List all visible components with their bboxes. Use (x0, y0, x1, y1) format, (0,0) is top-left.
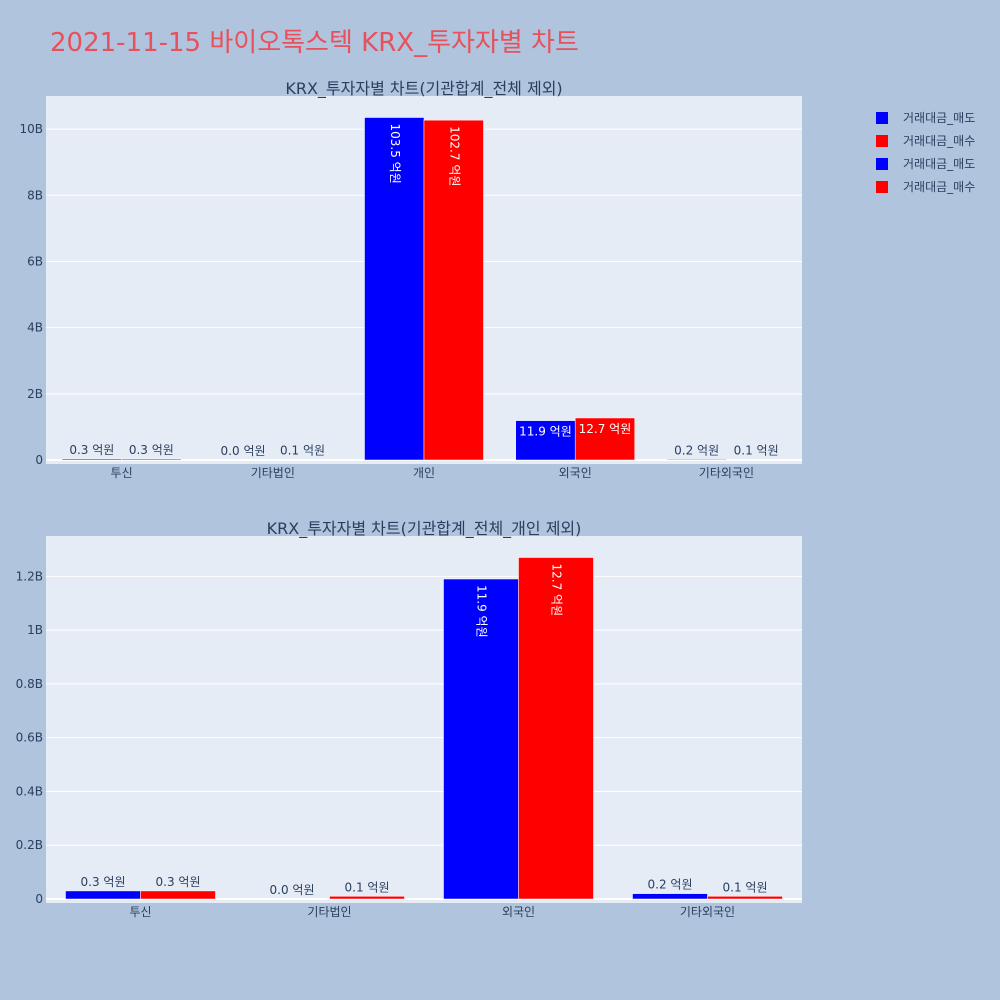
x-tick-label: 기타법인 (251, 466, 295, 480)
bar (632, 893, 708, 900)
x-tick-label: 외국인 (559, 466, 592, 480)
chart-title: KRX_투자자별 차트(기관합계_전체_개인 제외) (267, 519, 582, 539)
bar (443, 578, 519, 900)
y-tick-label: 1B (27, 623, 43, 637)
y-tick-label: 0.2B (16, 838, 43, 852)
y-tick-label: 0.6B (16, 731, 43, 745)
data-label: 0.2 억원 (648, 878, 693, 892)
x-tick-label: 기타법인 (307, 905, 351, 919)
legend-label: 거래대금_매도 (903, 111, 976, 125)
x-tick-label: 외국인 (502, 905, 535, 919)
y-tick-label: 0.4B (16, 784, 43, 798)
plot-area (46, 536, 802, 903)
legend-swatch (876, 180, 888, 193)
bar (140, 890, 216, 900)
bar (515, 420, 576, 461)
bar (121, 458, 182, 461)
data-label: 0.2 억원 (674, 443, 719, 457)
legend-swatch (876, 157, 888, 170)
x-tick-label: 기타외국인 (699, 466, 754, 480)
x-tick-label: 기타외국인 (680, 905, 735, 919)
legend-item[interactable]: 거래대금_매도 (876, 106, 975, 129)
bar (423, 119, 484, 461)
data-label: 0.1 억원 (734, 444, 779, 458)
data-label: 0.3 억원 (81, 875, 126, 889)
x-tick-label: 개인 (413, 466, 435, 480)
bar (518, 557, 594, 900)
data-label: 11.9 억원 (519, 425, 572, 439)
page-title: 2021-11-15 바이오톡스텍 KRX_투자자별 차트 (50, 28, 579, 58)
y-tick-label: 0.8B (16, 677, 43, 691)
legend-label: 거래대금_매수 (903, 134, 976, 148)
bar (65, 890, 141, 900)
legend-item[interactable]: 거래대금_매도 (876, 152, 975, 175)
y-tick-label: 0 (35, 453, 43, 467)
y-tick-label: 6B (27, 254, 43, 268)
data-label: 11.9 억원 (475, 585, 489, 638)
y-tick-label: 8B (27, 188, 43, 202)
bar (329, 896, 405, 900)
y-tick-label: 4B (27, 321, 43, 335)
bar (666, 459, 727, 461)
y-tick-label: 0 (35, 892, 43, 906)
legend-label: 거래대금_매수 (903, 180, 976, 194)
data-label: 0.1 억원 (345, 880, 390, 894)
data-label: 0.3 억원 (156, 875, 201, 889)
legend-item[interactable]: 거래대금_매수 (876, 129, 975, 152)
data-label: 0.0 억원 (221, 444, 266, 458)
bar (574, 417, 635, 461)
y-tick-label: 1.2B (16, 569, 43, 583)
legend-swatch (876, 134, 888, 147)
bar (364, 117, 425, 461)
legend-label: 거래대금_매도 (903, 157, 976, 171)
data-label: 0.3 억원 (69, 443, 114, 457)
data-label: 103.5 억원 (388, 124, 402, 184)
x-tick-label: 투신 (111, 466, 133, 480)
legend: 거래대금_매도 거래대금_매수 거래대금_매도 거래대금_매수 (876, 106, 975, 198)
data-label: 0.3 억원 (129, 443, 174, 457)
y-tick-label: 10B (19, 122, 43, 136)
legend-swatch (876, 111, 888, 124)
legend-item[interactable]: 거래대금_매수 (876, 175, 975, 198)
y-tick-label: 2B (27, 387, 43, 401)
bar (707, 896, 783, 900)
data-label: 102.7 억원 (447, 126, 461, 186)
data-label: 12.7 억원 (579, 422, 632, 436)
chart-title: KRX_투자자별 차트(기관합계_전체 제외) (285, 79, 562, 99)
data-label: 0.0 억원 (270, 883, 315, 897)
data-label: 0.1 억원 (723, 880, 768, 894)
data-label: 0.1 억원 (280, 444, 325, 458)
x-tick-label: 투신 (129, 905, 151, 919)
bar (61, 458, 122, 461)
data-label: 12.7 억원 (550, 564, 564, 617)
